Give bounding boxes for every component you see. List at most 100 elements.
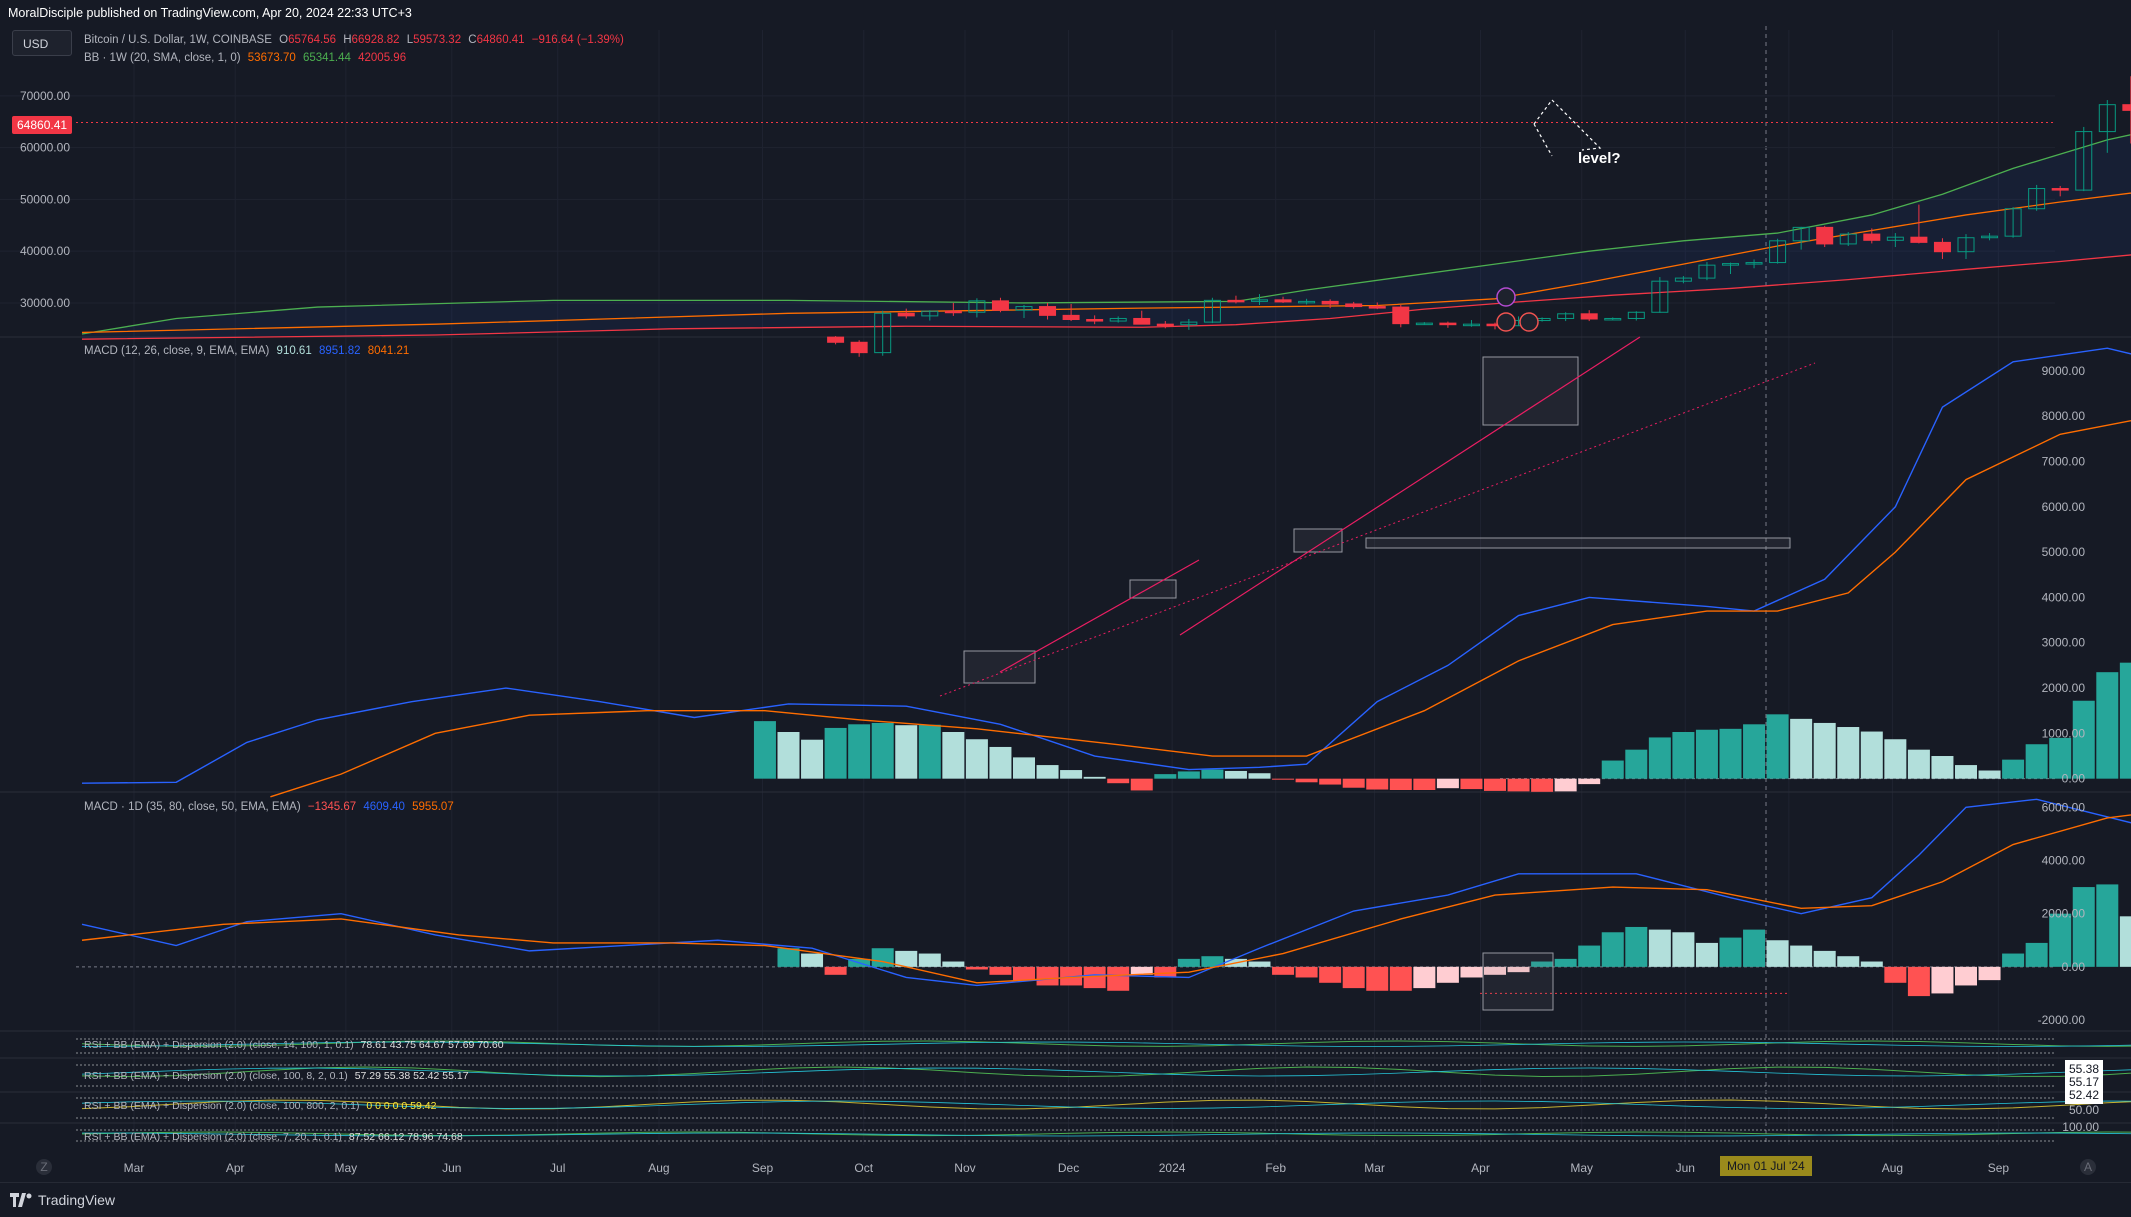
- annotation-arrow-shape: [1533, 99, 1602, 157]
- macd-1d-hist-bar: [1648, 929, 1671, 967]
- time-axis-label: Feb: [1265, 1161, 1286, 1175]
- candle-body: [1627, 311, 1645, 319]
- macd-1d-hist-bar: [1036, 966, 1059, 986]
- macd-hist-bar: [2049, 737, 2072, 779]
- macd-axis-label: 9000.00: [2042, 364, 2086, 378]
- drawing-annotations[interactable]: [939, 99, 1816, 1011]
- high-value: 66928.82: [351, 34, 400, 46]
- macd-1d-hist-bar: [2002, 953, 2025, 967]
- publish-text: MoralDisciple published on TradingView.c…: [8, 6, 412, 20]
- candle-body: [1298, 300, 1316, 304]
- macd-1d-hist-bar: [777, 948, 800, 967]
- macd-hist-bar: [895, 725, 918, 779]
- macd-1d-hist-bar: [1436, 966, 1459, 983]
- candle-body: [1816, 226, 1834, 245]
- macd-1d-hist-bar: [1389, 966, 1412, 991]
- bb-legend[interactable]: BB · 1W (20, SMA, close, 1, 0) 53673.70 …: [84, 52, 406, 64]
- bb-lower-line: [81, 254, 2131, 340]
- candle-body: [1769, 240, 1787, 264]
- macd-1d-hist-bar: [1695, 942, 1718, 967]
- time-axis-label: May: [1570, 1161, 1593, 1175]
- macd-1d-hist-bar: [1060, 966, 1083, 986]
- currency-button[interactable]: USD: [12, 30, 72, 56]
- candle-body: [1910, 236, 1928, 243]
- macd-1d-hist-bar: [1154, 966, 1177, 978]
- macd-hist-bar: [965, 739, 988, 779]
- price-axis-label: 60000.00: [20, 141, 70, 155]
- close-label: C: [468, 34, 477, 46]
- macd-1d-hist-bar: [2049, 913, 2072, 967]
- macd-1d-hist-bar: [2119, 916, 2131, 967]
- candle-body: [1062, 314, 1080, 321]
- price-axis-label: 40000.00: [20, 244, 70, 258]
- rsi-legend-2[interactable]: RSI + BB (EMA) + Dispersion (2.0) (close…: [84, 1070, 469, 1082]
- level-annotation-text[interactable]: level?: [1578, 150, 1621, 167]
- macd-1d-hist-bar: [1743, 929, 1766, 967]
- macd-hist-bar: [1248, 773, 1271, 779]
- macd-hist-bar: [1224, 770, 1247, 779]
- rsi-2-bottom-tag: 52.42: [2064, 1086, 2103, 1104]
- rsi-legend-1[interactable]: RSI + BB (EMA) + Dispersion (2.0) (close…: [84, 1039, 504, 1051]
- macd-legend[interactable]: MACD (12, 26, close, 9, EMA, EMA) 910.61…: [84, 345, 409, 357]
- macd-hist-bar: [1060, 770, 1083, 779]
- macd-1d-hist-bar: [2096, 884, 2119, 967]
- event-flag-icon-2: [1519, 312, 1539, 332]
- macd-1d-hist-bar: [1766, 940, 1789, 967]
- macd-1d-hist-bar: [1272, 966, 1295, 975]
- time-axis-label: Sep: [1988, 1161, 2010, 1175]
- candle-body: [1957, 237, 1975, 253]
- auto-scale-icon[interactable]: A: [2080, 1159, 2096, 1175]
- timezone-icon[interactable]: Z: [36, 1159, 52, 1175]
- macd-hist-bar: [2119, 662, 2131, 779]
- price-axis-label: 30000.00: [20, 296, 70, 310]
- price-pane[interactable]: [76, 76, 2131, 357]
- time-axis-label: Nov: [954, 1161, 975, 1175]
- rsi-2-label: RSI + BB (EMA) + Dispersion (2.0) (close…: [84, 1070, 348, 1082]
- macd-hist-bar: [989, 746, 1012, 779]
- chart-canvas[interactable]: Mar Apr May Jun Jul Aug Sep Oct Nov Dec 2024 Feb Mar…: [0, 26, 2131, 1183]
- candle-body: [921, 310, 939, 317]
- macd-pane[interactable]: [81, 347, 2131, 798]
- macd-1d-hist-bar: [1413, 966, 1436, 989]
- macd-hist-bar: [801, 739, 824, 779]
- macd-1d-hist-bar: [989, 966, 1012, 975]
- rsi-legend-4[interactable]: RSI + BB (EMA) + Dispersion (2.0) (close…: [84, 1131, 463, 1143]
- macd-1d-pane[interactable]: [76, 798, 2131, 1002]
- rsi-legend-3[interactable]: RSI + BB (EMA) + Dispersion (2.0) (close…: [84, 1100, 436, 1112]
- macd-1d-legend[interactable]: MACD · 1D (35, 80, close, 50, EMA, EMA) …: [84, 801, 454, 813]
- macd-hist-bar: [1695, 729, 1718, 779]
- last-price-tag: 64860.41: [12, 116, 73, 134]
- candle-body: [1415, 322, 1433, 326]
- candle-body: [1274, 299, 1292, 303]
- candle-body: [1133, 317, 1151, 325]
- macd-1d-hist-bar: [942, 961, 965, 967]
- macd-hist-bar: [1484, 778, 1506, 791]
- macd-hist-bar: [942, 732, 965, 779]
- candle-body: [1886, 236, 1904, 241]
- candle-body: [2004, 208, 2022, 237]
- candle-body: [1580, 313, 1598, 320]
- tradingview-logo-icon: [10, 1193, 32, 1207]
- candle-body: [1792, 226, 1810, 242]
- macd-axis-label: 0.00: [2062, 772, 2086, 786]
- crosshair-time-tag: Mon 01 Jul '24: [1720, 1156, 1812, 1176]
- macd-hist-bar: [1860, 731, 1883, 779]
- macd-hist-bar: [1601, 760, 1624, 779]
- candle-body: [1345, 303, 1363, 308]
- rsi-band-line-2: [81, 1100, 2131, 1109]
- macd-hist-bar: [1342, 778, 1365, 788]
- candle-body: [991, 300, 1009, 311]
- candle-body: [1392, 306, 1410, 325]
- macd-1d-hist-bar: [1484, 966, 1506, 975]
- bb-upper-line: [81, 134, 2131, 335]
- macd-hist-bar: [918, 724, 941, 779]
- macd-axis-label: 6000.00: [2042, 500, 2086, 514]
- macd-1d-hist-bar: [1083, 966, 1106, 989]
- rsi-panes[interactable]: [76, 1038, 2131, 1142]
- time-axis-label: Jul: [550, 1161, 565, 1175]
- main-legend[interactable]: Bitcoin / U.S. Dollar, 1W, COINBASE O657…: [84, 34, 624, 46]
- tradingview-logo[interactable]: TradingView: [10, 1192, 115, 1208]
- macd-hist-bar: [1177, 771, 1200, 779]
- bottom-bar: TradingView: [0, 1182, 2131, 1217]
- macd-hist-bar: [1389, 778, 1412, 790]
